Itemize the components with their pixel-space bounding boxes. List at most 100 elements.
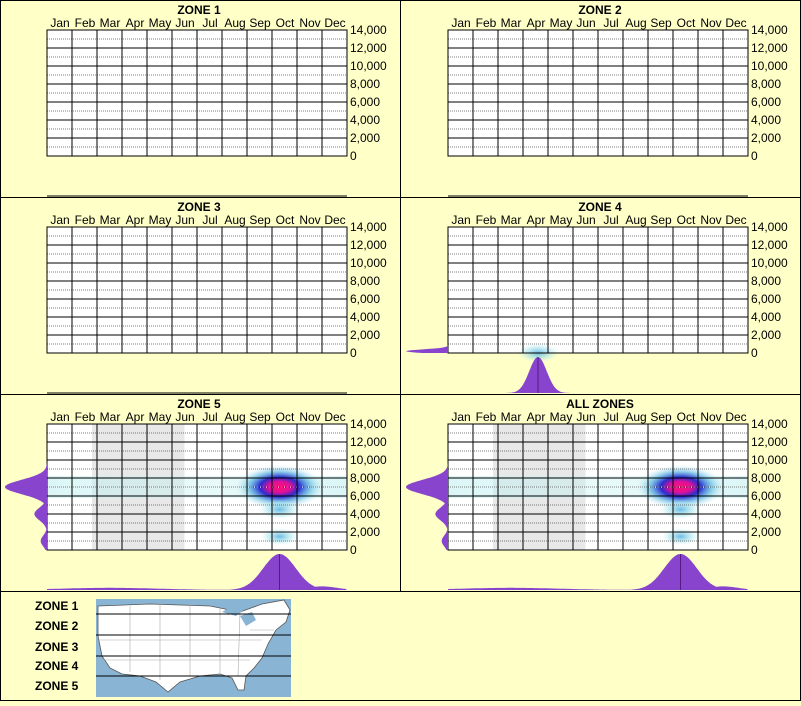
month-tick-label: Apr xyxy=(527,213,546,227)
month-tick-label: Jan xyxy=(50,16,69,30)
elevation-tick-label: 10,000 xyxy=(751,453,788,467)
chart-title: ZONE 3 xyxy=(177,200,221,214)
month-tick-label: May xyxy=(550,410,573,424)
month-tick-label: Mar xyxy=(501,16,522,30)
chart-panel-6: ALL ZONES Jan Feb Mar Apr May Jun Jul Aug Sep Oct N… xyxy=(406,397,788,590)
month-tick-label: Dec xyxy=(725,16,746,30)
month-tick-label: Sep xyxy=(650,16,672,30)
chart-title: ZONE 1 xyxy=(177,3,221,17)
elevation-tick-label: 12,000 xyxy=(751,238,788,252)
month-tick-label: Sep xyxy=(249,410,271,424)
month-tick-label: Jun xyxy=(175,410,194,424)
month-tick-label: Jan xyxy=(50,410,69,424)
elevation-tick-label: 14,000 xyxy=(751,417,788,431)
month-density xyxy=(448,554,748,590)
elevation-tick-label: 0 xyxy=(350,149,357,163)
month-tick-label: Nov xyxy=(700,16,721,30)
month-tick-label: Jun xyxy=(576,16,595,30)
legend-zone-2: ZONE 2 xyxy=(35,619,79,633)
month-tick-label: May xyxy=(550,213,573,227)
elevation-tick-label: 6,000 xyxy=(350,489,380,503)
month-tick-label: Mar xyxy=(501,213,522,227)
month-tick-label: Feb xyxy=(75,16,96,30)
month-tick-label: Feb xyxy=(476,213,497,227)
month-tick-label: Jul xyxy=(603,16,618,30)
month-tick-label: Jan xyxy=(451,16,470,30)
state-borders xyxy=(98,604,274,680)
elevation-tick-label: 6,000 xyxy=(350,292,380,306)
elevation-tick-label: 8,000 xyxy=(751,274,781,288)
usa-land-shape xyxy=(97,599,291,693)
month-tick-label: Sep xyxy=(249,16,271,30)
chart-panel-2: ZONE 2 Jan Feb Mar Apr May Jun Jul Aug Sep Oct Nov D… xyxy=(447,3,788,197)
month-tick-label: Apr xyxy=(126,410,145,424)
month-tick-label: Jan xyxy=(451,410,470,424)
month-tick-label: Jul xyxy=(202,213,217,227)
elevation-tick-label: 10,000 xyxy=(751,256,788,270)
legend-zone-5: ZONE 5 xyxy=(35,679,79,693)
elevation-tick-label: 12,000 xyxy=(751,41,788,55)
elevation-tick-label: 10,000 xyxy=(751,59,788,73)
month-tick-label: Jun xyxy=(576,410,595,424)
elevation-tick-label: 2,000 xyxy=(350,525,380,539)
elevation-tick-label: 4,000 xyxy=(350,310,380,324)
elevation-tick-label: 14,000 xyxy=(350,23,387,37)
month-tick-label: Sep xyxy=(249,213,271,227)
month-tick-label: May xyxy=(550,16,573,30)
elevation-tick-label: 12,000 xyxy=(350,238,387,252)
elevation-tick-label: 2,000 xyxy=(350,328,380,342)
elevation-tick-label: 10,000 xyxy=(350,453,387,467)
elevation-density xyxy=(5,424,47,550)
month-tick-label: May xyxy=(149,410,172,424)
month-tick-label: Jun xyxy=(175,16,194,30)
month-tick-label: Apr xyxy=(126,16,145,30)
month-tick-label: Aug xyxy=(224,213,245,227)
elevation-tick-label: 10,000 xyxy=(350,256,387,270)
month-tick-label: Sep xyxy=(650,410,672,424)
elevation-tick-label: 0 xyxy=(751,149,758,163)
elevation-tick-label: 14,000 xyxy=(751,23,788,37)
month-tick-label: Dec xyxy=(725,213,746,227)
month-tick-label: Aug xyxy=(224,16,245,30)
month-tick-label: Oct xyxy=(276,16,295,30)
elevation-tick-label: 6,000 xyxy=(751,95,781,109)
elevation-density xyxy=(406,227,448,353)
month-tick-label: Aug xyxy=(625,410,646,424)
month-tick-label: Mar xyxy=(501,410,522,424)
month-tick-label: Jul xyxy=(603,213,618,227)
month-tick-label: Nov xyxy=(700,213,721,227)
month-tick-label: Apr xyxy=(527,410,546,424)
month-tick-label: Dec xyxy=(725,410,746,424)
heat-spot xyxy=(258,500,301,519)
month-tick-label: May xyxy=(149,16,172,30)
month-tick-label: Jul xyxy=(603,410,618,424)
elevation-tick-label: 0 xyxy=(751,543,758,557)
chart-title: ZONE 2 xyxy=(578,3,622,17)
elevation-tick-label: 0 xyxy=(751,346,758,360)
legend-zone-3: ZONE 3 xyxy=(35,640,79,654)
month-tick-label: Oct xyxy=(677,213,696,227)
month-tick-label: Apr xyxy=(126,213,145,227)
month-tick-label: Nov xyxy=(299,410,320,424)
elevation-tick-label: 6,000 xyxy=(751,292,781,306)
elevation-tick-label: 6,000 xyxy=(350,95,380,109)
month-tick-label: Nov xyxy=(299,213,320,227)
elevation-tick-label: 2,000 xyxy=(350,131,380,145)
elevation-tick-label: 2,000 xyxy=(751,131,781,145)
month-tick-label: Mar xyxy=(100,16,121,30)
month-density xyxy=(47,554,347,590)
elevation-tick-label: 8,000 xyxy=(350,77,380,91)
month-tick-label: Jun xyxy=(175,213,194,227)
month-density xyxy=(448,357,748,393)
month-tick-label: Aug xyxy=(625,213,646,227)
elevation-tick-label: 10,000 xyxy=(350,59,387,73)
month-tick-label: Jul xyxy=(202,410,217,424)
elevation-tick-label: 12,000 xyxy=(350,41,387,55)
legend-zone-4: ZONE 4 xyxy=(35,659,79,673)
heat-spot xyxy=(260,528,299,545)
elevation-tick-label: 4,000 xyxy=(751,310,781,324)
elevation-tick-label: 4,000 xyxy=(751,507,781,521)
month-tick-label: Feb xyxy=(75,410,96,424)
